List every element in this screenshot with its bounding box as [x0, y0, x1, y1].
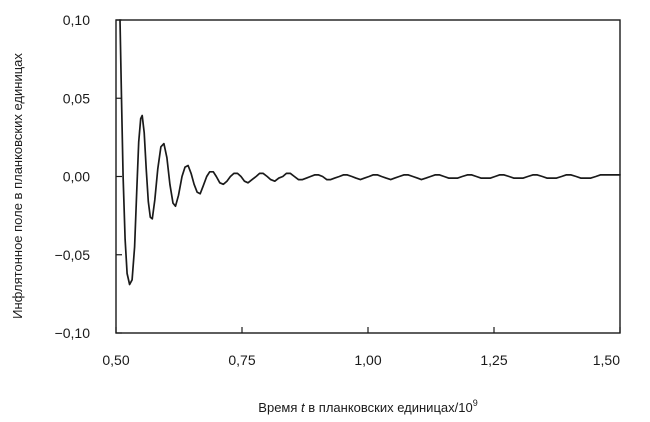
- x-tick-label: 1,25: [480, 352, 507, 368]
- y-tick-label: 0,10: [63, 12, 90, 28]
- series-line: [119, 19, 621, 286]
- y-tick-label: 0,00: [63, 169, 90, 185]
- x-tick-label: 1,00: [354, 352, 381, 368]
- y-tick-label: −0,05: [55, 247, 91, 263]
- x-tick-label: 0,75: [228, 352, 255, 368]
- y-tick-label: 0,05: [63, 90, 90, 106]
- y-axis-label: Инфлятонное поле в планковских единицах: [10, 53, 25, 319]
- x-tick-label: 1,50: [593, 352, 620, 368]
- x-axis-ticks: 0,50 0,75 1,00 1,25 1,50: [102, 327, 621, 368]
- y-tick-label: −0,10: [55, 325, 91, 341]
- y-axis-ticks: 0,10 0,05 0,00 −0,05 −0,10: [55, 12, 122, 341]
- x-tick-label: 0,50: [102, 352, 129, 368]
- x-axis-label: Время t в планковских единицах/109: [258, 398, 477, 415]
